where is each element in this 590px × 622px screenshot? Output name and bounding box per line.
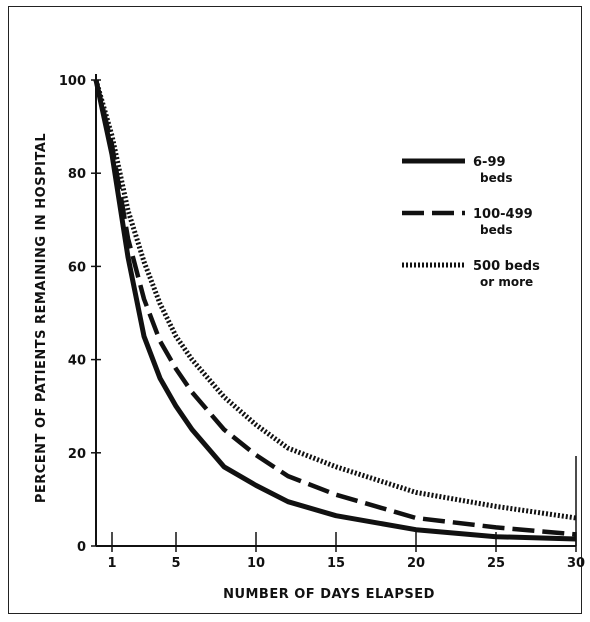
series-line-1 — [93, 79, 577, 542]
legend-label-line2: beds — [480, 171, 512, 185]
x-axis-title: NUMBER OF DAYS ELAPSED — [223, 587, 435, 602]
x-tick-label: 1 — [107, 556, 116, 571]
series-line-3 — [93, 79, 577, 521]
y-tick-label: 100 — [59, 74, 86, 89]
legend-label: 6-99 — [473, 155, 506, 170]
y-tick-label: 80 — [68, 167, 86, 182]
y-tick-label: 0 — [77, 540, 86, 555]
legend-label-line2: or more — [480, 275, 533, 289]
x-tick-label: 5 — [171, 556, 180, 571]
series-line-2 — [93, 79, 577, 537]
x-tick-label: 30 — [567, 556, 585, 571]
x-tick-label: 25 — [487, 556, 505, 571]
y-tick-label: 20 — [68, 447, 86, 462]
y-tick-label: 60 — [68, 260, 86, 275]
x-tick-label: 10 — [247, 556, 265, 571]
y-axis-title: PERCENT OF PATIENTS REMAINING IN HOSPITA… — [34, 133, 49, 503]
x-tick-label: 20 — [407, 556, 425, 571]
y-ticks: 0 20 40 60 80 100 — [59, 74, 101, 555]
y-tick-label: 40 — [68, 354, 86, 369]
figure-frame — [8, 6, 582, 614]
axes — [95, 74, 577, 547]
x-tick-label: 15 — [327, 556, 345, 571]
legend-label-line2: beds — [480, 223, 512, 237]
legend-label: 500 beds — [473, 259, 540, 274]
series-layer — [93, 79, 577, 542]
x-ticks: 1 5 10 15 20 25 30 — [107, 532, 585, 571]
legend-label: 100-499 — [473, 207, 533, 222]
